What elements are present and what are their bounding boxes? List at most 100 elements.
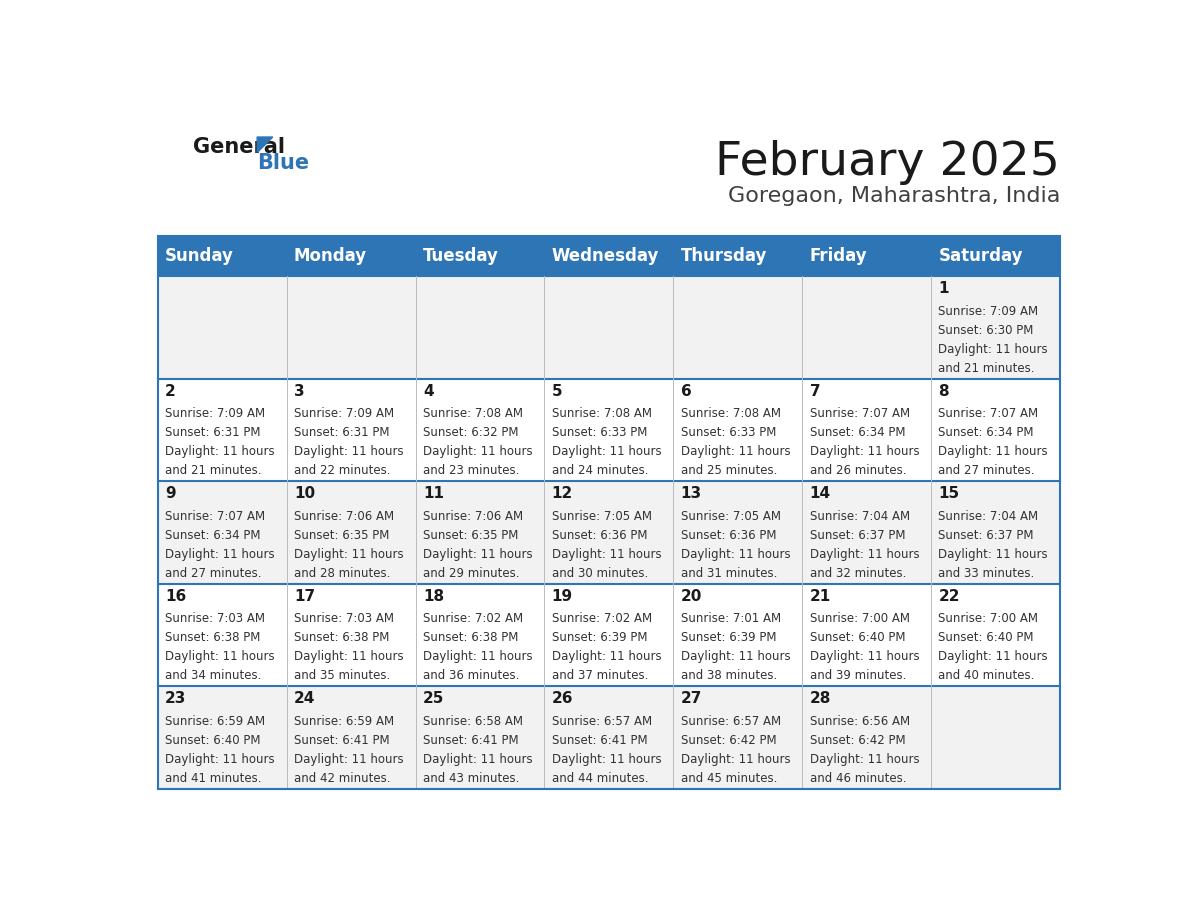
Bar [286, 379, 416, 481]
Text: Daylight: 11 hours: Daylight: 11 hours [939, 342, 1048, 355]
Text: Daylight: 11 hours: Daylight: 11 hours [551, 650, 662, 663]
Text: and 27 minutes.: and 27 minutes. [939, 465, 1035, 477]
Bar [802, 687, 931, 789]
Bar [674, 276, 802, 379]
Text: Sunrise: 7:06 AM: Sunrise: 7:06 AM [293, 509, 394, 522]
Bar [416, 236, 544, 276]
Bar [544, 481, 674, 584]
Text: Sunrise: 7:00 AM: Sunrise: 7:00 AM [809, 612, 910, 625]
Text: 1: 1 [939, 281, 949, 297]
Text: and 35 minutes.: and 35 minutes. [293, 669, 390, 682]
Bar [158, 236, 1060, 789]
Text: Sunrise: 7:01 AM: Sunrise: 7:01 AM [681, 612, 781, 625]
Text: 19: 19 [551, 588, 573, 604]
Text: Sunrise: 7:08 AM: Sunrise: 7:08 AM [681, 407, 781, 420]
Text: 25: 25 [423, 691, 444, 706]
Text: Friday: Friday [809, 247, 867, 265]
Bar [544, 584, 674, 687]
Text: 12: 12 [551, 487, 573, 501]
Text: Blue: Blue [257, 152, 309, 173]
Text: Wednesday: Wednesday [551, 247, 659, 265]
Text: 5: 5 [551, 384, 562, 398]
Text: and 44 minutes.: and 44 minutes. [551, 772, 649, 785]
Text: Sunset: 6:38 PM: Sunset: 6:38 PM [423, 631, 518, 644]
Bar [674, 379, 802, 481]
Text: Daylight: 11 hours: Daylight: 11 hours [551, 753, 662, 766]
Text: Daylight: 11 hours: Daylight: 11 hours [423, 650, 532, 663]
Bar [931, 276, 1060, 379]
Text: and 41 minutes.: and 41 minutes. [165, 772, 261, 785]
Text: Sunset: 6:42 PM: Sunset: 6:42 PM [809, 733, 905, 746]
Text: and 22 minutes.: and 22 minutes. [293, 465, 391, 477]
Text: 8: 8 [939, 384, 949, 398]
Text: Daylight: 11 hours: Daylight: 11 hours [939, 445, 1048, 458]
Text: 26: 26 [551, 691, 574, 706]
Text: and 23 minutes.: and 23 minutes. [423, 465, 519, 477]
Text: and 46 minutes.: and 46 minutes. [809, 772, 906, 785]
Text: Sunset: 6:31 PM: Sunset: 6:31 PM [293, 426, 390, 439]
Bar [286, 584, 416, 687]
Text: Sunset: 6:34 PM: Sunset: 6:34 PM [939, 426, 1034, 439]
Text: and 33 minutes.: and 33 minutes. [939, 566, 1035, 580]
Text: 28: 28 [809, 691, 830, 706]
Text: Sunday: Sunday [165, 247, 234, 265]
Text: Daylight: 11 hours: Daylight: 11 hours [681, 548, 790, 561]
Text: and 30 minutes.: and 30 minutes. [551, 566, 647, 580]
Text: Sunset: 6:33 PM: Sunset: 6:33 PM [551, 426, 647, 439]
Text: Daylight: 11 hours: Daylight: 11 hours [293, 548, 404, 561]
Text: Sunrise: 7:02 AM: Sunrise: 7:02 AM [551, 612, 652, 625]
Text: Sunset: 6:32 PM: Sunset: 6:32 PM [423, 426, 518, 439]
Bar [931, 379, 1060, 481]
Bar [931, 584, 1060, 687]
Text: February 2025: February 2025 [715, 140, 1060, 185]
Text: Daylight: 11 hours: Daylight: 11 hours [809, 548, 920, 561]
Text: Daylight: 11 hours: Daylight: 11 hours [939, 548, 1048, 561]
Text: and 32 minutes.: and 32 minutes. [809, 566, 906, 580]
Text: Sunset: 6:35 PM: Sunset: 6:35 PM [423, 529, 518, 542]
Bar [416, 687, 544, 789]
Text: Sunrise: 6:57 AM: Sunrise: 6:57 AM [681, 714, 781, 728]
Text: and 29 minutes.: and 29 minutes. [423, 566, 519, 580]
Text: 14: 14 [809, 487, 830, 501]
Text: Sunset: 6:42 PM: Sunset: 6:42 PM [681, 733, 776, 746]
Text: Sunrise: 7:05 AM: Sunrise: 7:05 AM [681, 509, 781, 522]
Text: Daylight: 11 hours: Daylight: 11 hours [681, 753, 790, 766]
Text: Daylight: 11 hours: Daylight: 11 hours [423, 548, 532, 561]
Text: and 34 minutes.: and 34 minutes. [165, 669, 261, 682]
Text: Sunset: 6:37 PM: Sunset: 6:37 PM [939, 529, 1034, 542]
Text: Sunrise: 7:09 AM: Sunrise: 7:09 AM [293, 407, 394, 420]
Text: 7: 7 [809, 384, 820, 398]
Text: Daylight: 11 hours: Daylight: 11 hours [551, 445, 662, 458]
Bar [416, 584, 544, 687]
Text: Sunset: 6:41 PM: Sunset: 6:41 PM [423, 733, 518, 746]
Text: 21: 21 [809, 588, 830, 604]
Bar [674, 481, 802, 584]
Text: and 31 minutes.: and 31 minutes. [681, 566, 777, 580]
Bar [416, 481, 544, 584]
Text: and 21 minutes.: and 21 minutes. [165, 465, 261, 477]
Text: Sunset: 6:41 PM: Sunset: 6:41 PM [293, 733, 390, 746]
Bar [416, 379, 544, 481]
Text: 10: 10 [293, 487, 315, 501]
Text: Sunrise: 7:07 AM: Sunrise: 7:07 AM [939, 407, 1038, 420]
Text: Sunset: 6:36 PM: Sunset: 6:36 PM [681, 529, 776, 542]
Text: General: General [192, 137, 285, 157]
Text: Sunset: 6:31 PM: Sunset: 6:31 PM [165, 426, 260, 439]
Bar [931, 236, 1060, 276]
Text: Sunset: 6:41 PM: Sunset: 6:41 PM [551, 733, 647, 746]
Text: Daylight: 11 hours: Daylight: 11 hours [809, 753, 920, 766]
Text: Sunrise: 7:09 AM: Sunrise: 7:09 AM [165, 407, 265, 420]
Bar [158, 236, 286, 276]
Text: and 28 minutes.: and 28 minutes. [293, 566, 391, 580]
Text: and 21 minutes.: and 21 minutes. [939, 362, 1035, 375]
Bar [416, 276, 544, 379]
Text: 16: 16 [165, 588, 187, 604]
Text: and 40 minutes.: and 40 minutes. [939, 669, 1035, 682]
Text: Sunset: 6:38 PM: Sunset: 6:38 PM [293, 631, 390, 644]
Text: Sunset: 6:33 PM: Sunset: 6:33 PM [681, 426, 776, 439]
Text: 4: 4 [423, 384, 434, 398]
Text: 3: 3 [293, 384, 304, 398]
Polygon shape [257, 137, 273, 152]
Text: Sunrise: 7:03 AM: Sunrise: 7:03 AM [293, 612, 394, 625]
Text: Sunrise: 7:06 AM: Sunrise: 7:06 AM [423, 509, 523, 522]
